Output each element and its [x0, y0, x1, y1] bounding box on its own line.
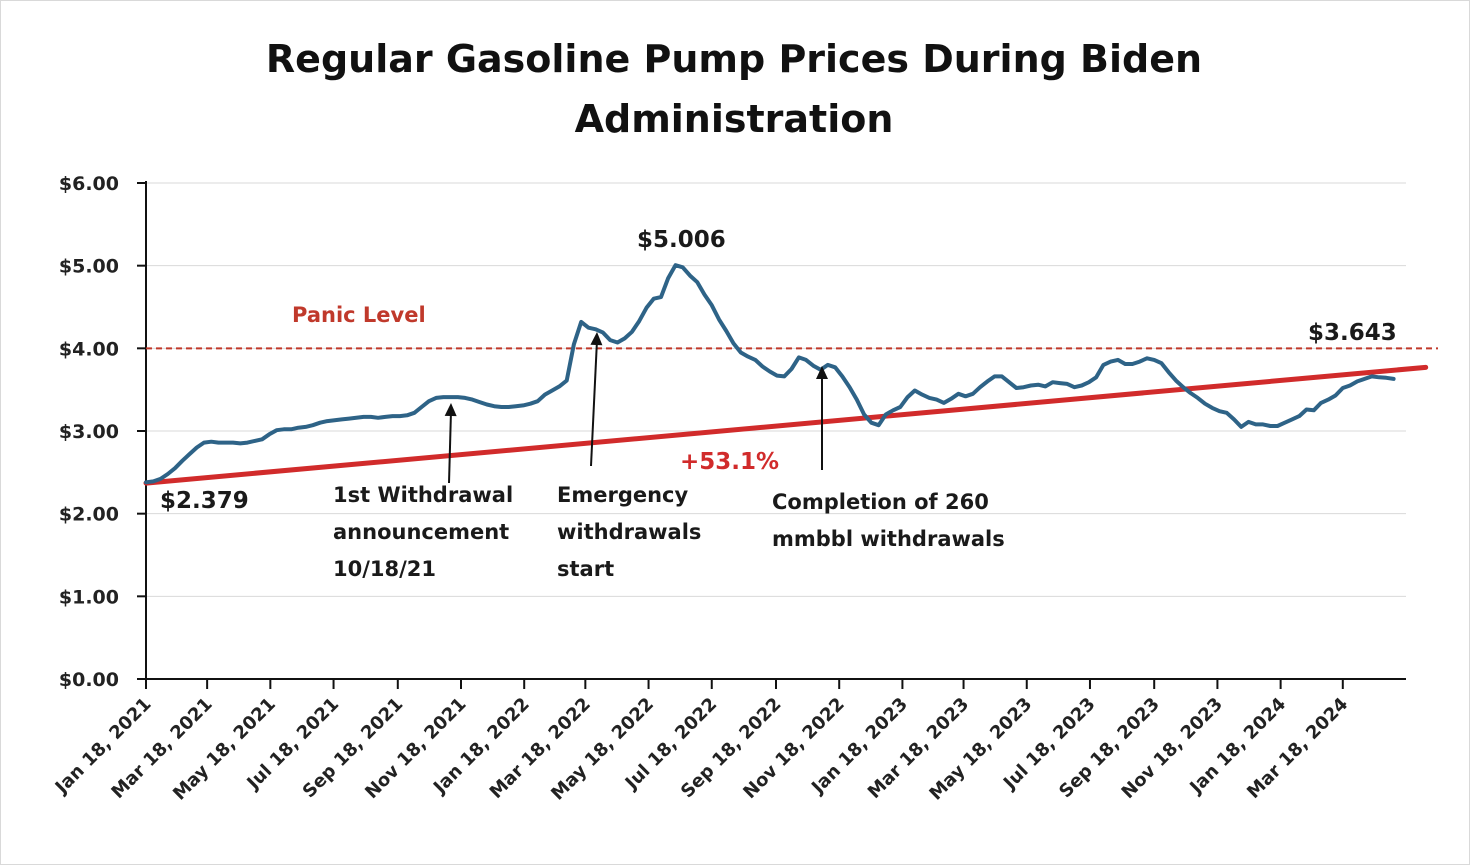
y-tick-label: $1.00 — [59, 586, 119, 608]
panic-level-reference: Panic Level — [146, 303, 1438, 350]
start-value-label: $2.379 — [160, 488, 249, 514]
y-tick-label: $6.00 — [59, 173, 119, 195]
chart-title-line-1: Regular Gasoline Pump Prices During Bide… — [266, 37, 1202, 81]
price-series-line — [144, 263, 1396, 485]
withdrawal-arrow-shaft — [448, 410, 452, 484]
emergency-annotation-line-1: Emergency — [557, 483, 688, 507]
y-tick-label: $3.00 — [59, 421, 119, 443]
withdrawal-arrow — [444, 403, 457, 484]
completion-annotation-line-1: Completion of 260 — [772, 490, 989, 514]
completion-arrow — [816, 366, 828, 470]
peak-value-label: $5.006 — [637, 227, 726, 253]
axes — [137, 181, 1406, 689]
trend-line — [143, 364, 1429, 486]
price-series-group — [144, 263, 1396, 485]
y-tick-label: $2.00 — [59, 504, 119, 526]
y-tick-label: $5.00 — [59, 256, 119, 278]
annotations: $2.379 $5.006 $3.643 +53.1% 1st Withdraw… — [160, 227, 1397, 581]
withdrawal-annotation-line-1: 1st Withdrawal — [333, 483, 513, 507]
emergency-annotation-line-2: withdrawals — [557, 520, 701, 544]
y-tick-label: $4.00 — [59, 338, 119, 360]
panic-level-label: Panic Level — [292, 303, 426, 327]
completion-arrow-head — [816, 366, 828, 379]
chart-title: Regular Gasoline Pump Prices During Bide… — [266, 37, 1202, 141]
completion-annotation-line-2: mmbbl withdrawals — [772, 527, 1005, 551]
emergency-arrow-head — [590, 332, 603, 346]
emergency-annotation-line-3: start — [557, 557, 614, 581]
annotation-arrows — [444, 332, 828, 484]
withdrawal-annotation-line-3: 10/18/21 — [333, 557, 436, 581]
y-axis-tick-labels: $0.00 $1.00 $2.00 $3.00 $4.00 $5.00 $6.00 — [59, 173, 119, 691]
emergency-arrow — [590, 332, 603, 467]
withdrawal-arrow-head — [444, 403, 457, 417]
trend-line-group — [143, 364, 1429, 486]
chart-title-line-2: Administration — [575, 97, 894, 141]
percent-change-label: +53.1% — [680, 449, 779, 475]
emergency-arrow-shaft — [590, 339, 598, 467]
y-tick-label: $0.00 — [59, 669, 119, 691]
end-value-label: $3.643 — [1308, 320, 1397, 346]
withdrawal-annotation-line-2: announcement — [333, 520, 509, 544]
